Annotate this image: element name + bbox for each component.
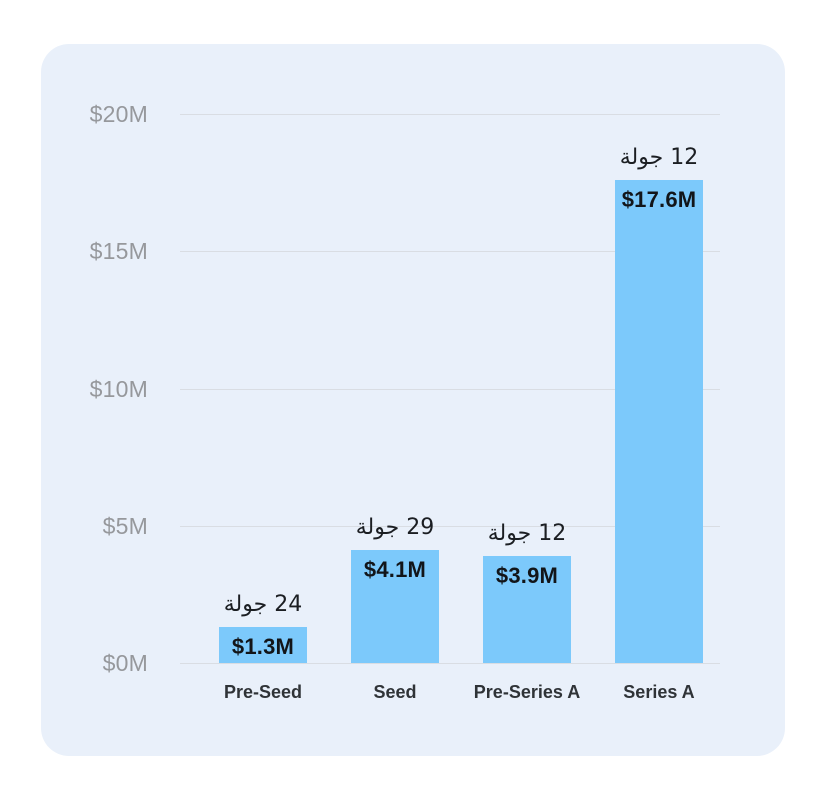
funding-bar (615, 180, 703, 663)
bar-rounds-label: 24 جولة (223, 592, 303, 617)
funding-bar-chart: $0M $5M $10M $15M $20M 24 جولة $1.3M Pre-Seed 29… (41, 44, 785, 756)
x-axis-category-label: Seed (373, 682, 417, 702)
funding-chart-card: $0M $5M $10M $15M $20M 24 جولة $1.3M Pre-Seed 29… (41, 44, 785, 756)
y-axis-tick-label: $5M (102, 512, 148, 539)
bar-value-label: $4.1M (363, 557, 427, 582)
bar-rounds-label: 12 جولة (487, 521, 567, 546)
bar-value-label: $3.9M (495, 563, 559, 588)
bar-value-label: $1.3M (231, 634, 295, 659)
x-axis-category-label: Series A (623, 682, 695, 702)
x-axis-category-label: Pre-Series A (473, 682, 581, 702)
y-axis-tick-label: $15M (89, 238, 148, 265)
y-axis-tick-label: $10M (89, 375, 148, 402)
bar-value-label: $17.6M (621, 187, 697, 212)
funding-bar (219, 627, 307, 663)
y-axis-tick-label: $20M (89, 101, 148, 127)
funding-bar (351, 550, 439, 663)
gridline (180, 114, 720, 115)
gridline (180, 251, 720, 253)
bar-rounds-label: 12 جولة (619, 145, 699, 170)
bar-rounds-label: 29 جولة (355, 515, 435, 540)
y-axis-tick-label: $0M (102, 650, 148, 676)
x-axis-category-label: Pre-Seed (223, 682, 303, 702)
funding-bar (483, 556, 571, 663)
gridline (180, 388, 720, 390)
gridline (180, 663, 720, 664)
gridline (180, 525, 720, 527)
